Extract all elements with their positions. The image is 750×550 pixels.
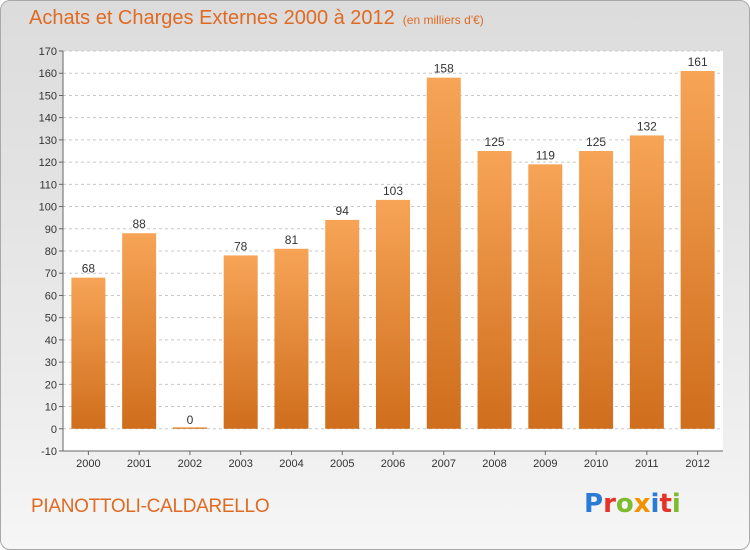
logo-letter: P [584, 489, 604, 519]
y-tick-label: 160 [39, 68, 57, 80]
x-tick-label: 2000 [76, 458, 100, 470]
bar [579, 151, 614, 429]
logo-letter: i [650, 489, 660, 519]
chart-title-text: Achats et Charges Externes 2000 à 2012 [29, 7, 395, 29]
bar [376, 199, 410, 429]
data-label: 132 [637, 119, 657, 133]
y-tick-label: 60 [45, 290, 57, 302]
x-tick-label: 2005 [330, 458, 354, 470]
bar [122, 233, 157, 429]
y-tick-label: 0 [51, 424, 57, 436]
y-tick-label: 70 [45, 268, 57, 280]
x-tick-label: 2008 [482, 458, 506, 470]
x-tick-label: 2012 [685, 458, 709, 470]
logo-letter: x [633, 489, 651, 519]
x-tick-label: 2009 [533, 458, 557, 470]
x-tick-label: 2003 [228, 458, 252, 470]
bar [71, 277, 106, 429]
x-tick-label: 2006 [381, 458, 405, 470]
bar [528, 164, 563, 429]
y-tick-label: 40 [45, 335, 57, 347]
x-tick-label: 2004 [279, 458, 303, 470]
x-tick-label: 2010 [584, 458, 608, 470]
y-tick-label: 10 [45, 402, 57, 414]
y-tick-label: 100 [39, 202, 57, 214]
y-tick-label: 110 [39, 179, 57, 191]
x-tick-label: 2011 [635, 458, 659, 470]
x-tick-label: 2001 [127, 458, 151, 470]
bar [325, 219, 360, 429]
y-tick-label: 90 [45, 224, 57, 236]
data-label: 125 [485, 135, 505, 149]
y-tick-label: 150 [39, 90, 57, 102]
y-tick-label: -10 [41, 446, 57, 458]
data-label: 158 [434, 62, 454, 76]
bar [629, 135, 664, 429]
bar [477, 151, 512, 429]
y-tick-label: 30 [45, 357, 57, 369]
commune-name: PIANOTTOLI-CALDARELLO [31, 496, 270, 517]
logo-letter: t [659, 489, 672, 519]
x-tick-label: 2002 [178, 458, 202, 470]
bar [172, 427, 207, 429]
data-label: 81 [285, 233, 299, 247]
bar [223, 255, 258, 429]
chart-title: Achats et Charges Externes 2000 à 2012 (e… [29, 7, 484, 30]
data-label: 161 [688, 55, 708, 69]
bar [274, 248, 309, 429]
data-label: 68 [82, 262, 96, 276]
bar [680, 71, 715, 429]
x-tick-label: 2007 [432, 458, 456, 470]
data-label: 119 [536, 148, 555, 162]
y-tick-label: 80 [45, 246, 57, 258]
data-label: 88 [132, 217, 146, 231]
y-tick-label: 50 [45, 313, 57, 325]
bar [426, 77, 461, 429]
logo-letter: o [615, 489, 634, 519]
proxiti-logo[interactable]: Proxiti [584, 489, 681, 519]
logo-letter: i [671, 489, 681, 519]
data-label: 78 [234, 239, 248, 253]
y-tick-label: 130 [39, 135, 57, 147]
y-tick-label: 120 [39, 157, 57, 169]
logo-letter: r [603, 489, 616, 519]
y-tick-label: 140 [39, 113, 57, 125]
chart-subtitle: (en milliers d'€) [402, 13, 484, 27]
data-label: 0 [187, 413, 194, 427]
y-tick-label: 170 [39, 46, 57, 58]
data-label: 125 [586, 135, 606, 149]
data-label: 103 [383, 184, 403, 198]
data-label: 94 [336, 204, 350, 218]
y-tick-label: 20 [45, 379, 57, 391]
